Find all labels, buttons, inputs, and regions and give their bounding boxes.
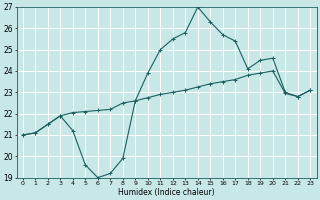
X-axis label: Humidex (Indice chaleur): Humidex (Indice chaleur) bbox=[118, 188, 215, 197]
